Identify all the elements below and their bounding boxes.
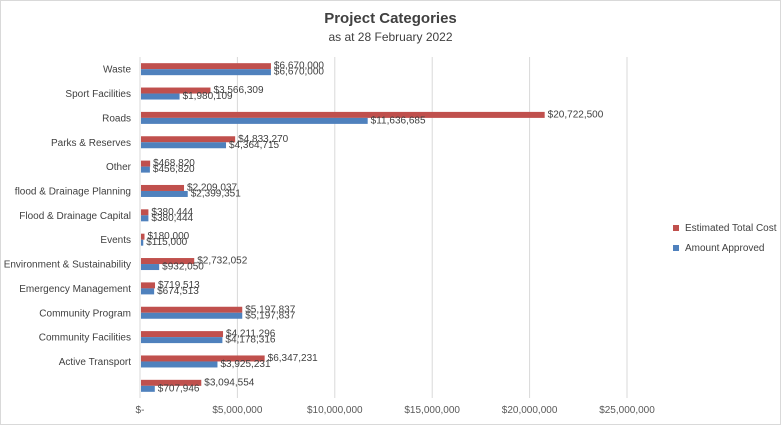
data-label: $5,197,837 [245, 304, 295, 315]
category-label: Emergency Management [19, 284, 131, 295]
data-label: $2,209,037 [187, 182, 237, 193]
data-label: $20,722,500 [548, 109, 604, 120]
legend: Estimated Total Cost Amount Approved [673, 218, 777, 258]
data-label: $3,566,309 [213, 85, 263, 96]
x-tick-label: $10,000,000 [307, 405, 363, 416]
data-label: $3,094,554 [204, 377, 254, 388]
bar-estimated-total-cost [141, 184, 185, 191]
bar-amount-approved [141, 190, 188, 197]
legend-swatch-estimated [673, 225, 679, 231]
data-label: $4,211,296 [226, 329, 276, 340]
bar-amount-approved [141, 385, 155, 392]
bar-amount-approved [141, 361, 218, 368]
bar-amount-approved [141, 312, 243, 319]
x-tick-label: $15,000,000 [404, 405, 460, 416]
bar-amount-approved [141, 142, 227, 149]
data-label: $707,946 [158, 383, 200, 394]
x-tick-label: $25,000,000 [599, 405, 655, 416]
category-label: Environment & Sustainability [4, 260, 131, 271]
data-label: $115,000 [146, 237, 187, 248]
x-tick-label: $- [136, 405, 145, 416]
chart-subtitle: as at 28 February 2022 [328, 30, 453, 44]
bar-amount-approved [141, 117, 368, 124]
data-label: $4,178,316 [225, 335, 275, 346]
data-label: $380,444 [151, 207, 193, 218]
chart-title: Project Categories [324, 10, 457, 27]
bar-amount-approved [141, 288, 155, 295]
legend-item-amount-approved: Amount Approved [673, 238, 777, 258]
bar-estimated-total-cost [141, 355, 265, 362]
data-label: $2,732,052 [197, 256, 247, 267]
data-label: $6,670,000 [274, 67, 324, 78]
category-label: flood & Drainage Planning [15, 186, 131, 197]
bar-amount-approved [141, 337, 223, 344]
bar-estimated-total-cost [141, 306, 243, 313]
data-label: $719,513 [158, 280, 200, 291]
bar-estimated-total-cost [141, 63, 271, 70]
data-label: $5,197,837 [245, 310, 295, 321]
bar-estimated-total-cost [141, 331, 224, 338]
data-label: $380,444 [151, 213, 193, 224]
bar-amount-approved [141, 69, 271, 76]
category-label: Roads [102, 113, 131, 124]
data-label: $2,399,351 [191, 188, 241, 199]
legend-label-approved: Amount Approved [685, 242, 765, 254]
bar-estimated-total-cost [141, 136, 236, 143]
legend-item-estimated-total-cost: Estimated Total Cost [673, 218, 777, 238]
bar-estimated-total-cost [141, 209, 149, 216]
bar-estimated-total-cost [141, 87, 211, 94]
bar-amount-approved [141, 93, 180, 100]
legend-label-estimated: Estimated Total Cost [685, 222, 777, 234]
legend-swatch-approved [673, 245, 679, 251]
x-tick-label: $5,000,000 [212, 405, 262, 416]
bar-estimated-total-cost [141, 379, 202, 386]
data-label: $468,820 [153, 158, 195, 169]
data-label: $11,636,685 [371, 115, 426, 126]
bar-amount-approved [141, 166, 150, 173]
data-label: $6,347,231 [268, 353, 318, 364]
bar-estimated-total-cost [141, 258, 195, 265]
category-label: Flood & Drainage Capital [19, 211, 131, 222]
category-label: Community Program [39, 308, 131, 319]
data-label: $180,000 [148, 231, 190, 242]
data-label: $6,670,000 [274, 61, 324, 72]
bar-amount-approved [141, 239, 144, 246]
category-label: Sport Facilities [65, 89, 131, 100]
x-tick-label: $20,000,000 [502, 405, 558, 416]
data-label: $4,364,715 [229, 140, 279, 151]
data-label: $3,925,231 [220, 359, 270, 370]
bar-amount-approved [141, 215, 149, 222]
category-label: Waste [103, 65, 131, 76]
category-label: Parks & Reserves [51, 138, 131, 149]
bar-estimated-total-cost [141, 233, 145, 240]
bar-estimated-total-cost [141, 160, 151, 167]
data-label: $674,513 [157, 286, 199, 297]
data-label: $456,820 [153, 164, 195, 175]
bar-estimated-total-cost [141, 111, 545, 118]
data-label: $4,833,270 [238, 134, 288, 145]
bar-estimated-total-cost [141, 282, 156, 289]
category-label: Community Facilities [39, 333, 131, 344]
data-label: $1,980,109 [183, 91, 233, 102]
category-label: Events [100, 235, 131, 246]
category-label: Active Transport [59, 357, 131, 368]
data-label: $932,050 [162, 262, 204, 273]
category-label: Other [106, 162, 132, 173]
bar-amount-approved [141, 264, 160, 271]
